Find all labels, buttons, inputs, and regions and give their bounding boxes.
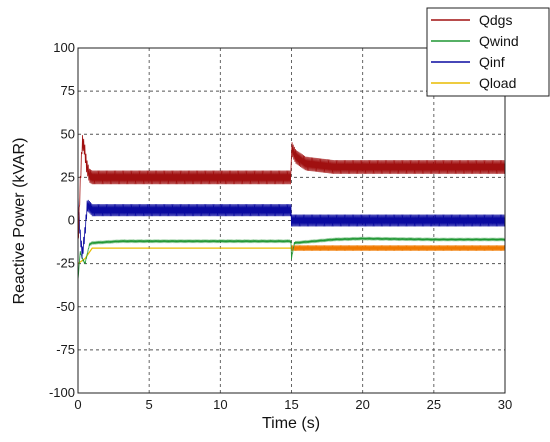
y-tick-label: 50 [61, 126, 75, 141]
legend-label-qload: Qload [479, 75, 516, 91]
x-tick-label: 25 [427, 397, 441, 412]
x-tick-label: 0 [74, 397, 81, 412]
y-axis: 100 75 50 25 0 -25 -50 -75 -100 [49, 40, 75, 400]
legend-box [426, 7, 550, 97]
series-line-qdgs [77, 135, 506, 240]
y-tick-label: 75 [61, 83, 75, 98]
series-line-qinf [77, 193, 506, 259]
legend-label-qinf: Qinf [479, 54, 505, 70]
legend-label-qwind: Qwind [479, 33, 519, 49]
x-tick-label: 15 [284, 397, 298, 412]
legend: Qdgs Qwind Qinf Qload [426, 7, 550, 97]
x-tick-label: 30 [498, 397, 512, 412]
x-tick-label: 5 [146, 397, 153, 412]
y-tick-label: -75 [56, 342, 75, 357]
plot-frame [77, 47, 506, 394]
y-tick-label: 25 [61, 169, 75, 184]
y-axis-title: Reactive Power (kVAR) [11, 138, 28, 305]
x-tick-label: 20 [355, 397, 369, 412]
series-line-qwind [77, 236, 506, 281]
y-tick-label: 0 [68, 213, 75, 228]
x-axis-title: Time (s) [262, 415, 320, 432]
x-tick-label: 10 [213, 397, 227, 412]
x-axis: 0 5 10 15 20 25 30 [74, 397, 512, 412]
y-tick-label: 100 [53, 40, 75, 55]
series-group [77, 135, 506, 281]
y-tick-label: -50 [56, 299, 75, 314]
y-tick-label: -100 [49, 385, 75, 400]
series-line-unlabeled [291, 245, 506, 251]
legend-label-qdgs: Qdgs [479, 12, 512, 28]
y-tick-label: -25 [56, 256, 75, 271]
